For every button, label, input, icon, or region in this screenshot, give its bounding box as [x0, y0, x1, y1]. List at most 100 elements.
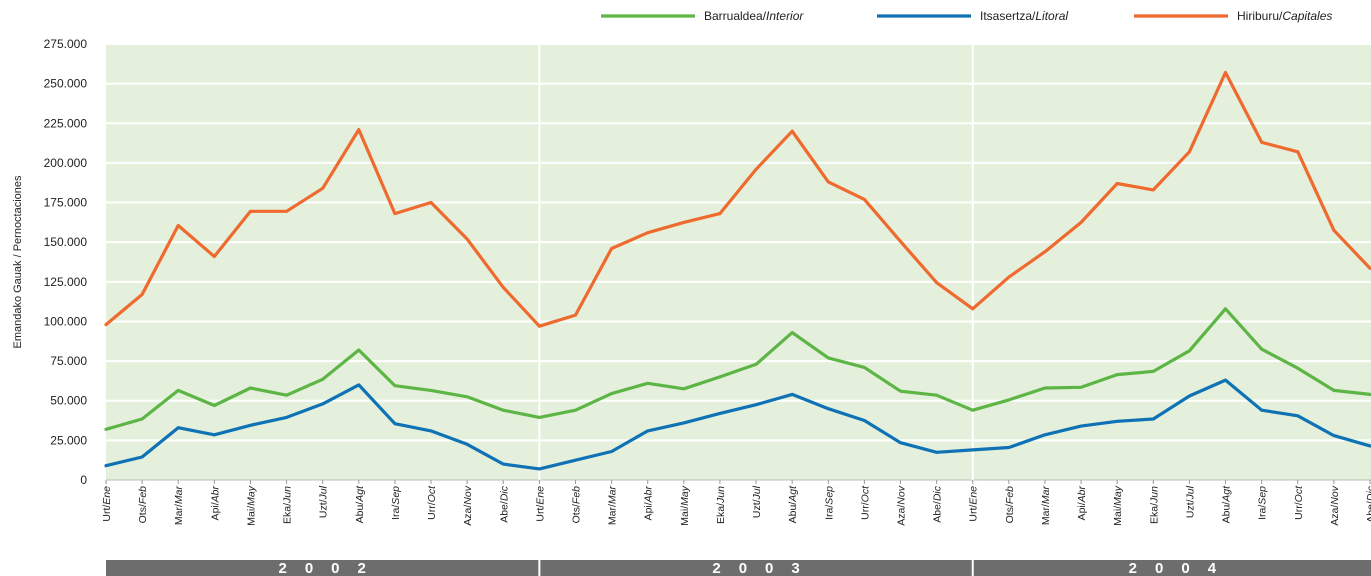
data-point — [1151, 417, 1155, 421]
x-tick-label: Ira/Sep — [823, 486, 835, 520]
x-tick-label: Uzt/Jul — [318, 485, 330, 518]
data-point — [1188, 150, 1191, 154]
data-point — [1043, 433, 1047, 437]
data-point — [249, 386, 252, 390]
year-bands: 2002 2003 2004 — [106, 560, 1371, 576]
data-point — [935, 393, 939, 397]
x-tick-label: Aza/Nov — [896, 485, 908, 525]
data-point — [1115, 419, 1119, 423]
data-point — [465, 442, 469, 446]
legend-label: Hiriburu/Capitales — [1237, 9, 1332, 23]
y-tick-label: 200.000 — [44, 156, 88, 170]
data-point — [826, 356, 830, 360]
x-tick-label: Mar/Mar — [1040, 486, 1052, 526]
y-axis-label: Emandako Gauak / Pernoctaciones — [12, 175, 24, 349]
data-point — [104, 323, 108, 327]
x-tick-label: Mai/May — [679, 485, 691, 525]
data-point — [1007, 446, 1011, 449]
x-tick-label: Ots/Feb — [571, 486, 583, 524]
data-point — [357, 383, 361, 387]
gridlines — [106, 43, 1371, 481]
data-point — [682, 220, 686, 224]
data-point — [826, 180, 830, 184]
x-tick-label: Abe/Dic — [932, 485, 944, 523]
data-point — [971, 307, 975, 311]
data-point — [1043, 386, 1047, 390]
data-point — [321, 402, 325, 406]
data-point — [140, 417, 144, 421]
data-point — [393, 422, 397, 426]
data-point — [1368, 266, 1371, 270]
data-point — [212, 433, 216, 437]
data-point — [1224, 307, 1227, 311]
data-point — [790, 331, 794, 334]
data-point — [537, 467, 541, 471]
x-tick-label: Api/Abr — [643, 486, 655, 521]
data-point — [321, 377, 325, 381]
data-point — [501, 462, 505, 466]
data-point — [212, 255, 216, 258]
x-tick-label: Eka/Jun — [715, 486, 727, 524]
data-point — [1368, 444, 1371, 448]
data-point — [863, 366, 866, 369]
y-tick-label: 100.000 — [44, 314, 88, 328]
data-point — [176, 426, 180, 430]
data-point — [574, 313, 577, 317]
data-point — [1007, 275, 1011, 279]
x-tick-label: Urr/Oct — [426, 485, 438, 520]
x-tick-label: Ira/Sep — [1257, 486, 1269, 520]
legend-label: Itsasertza/Litoral — [980, 9, 1068, 23]
y-tick-label: 175.000 — [44, 196, 88, 210]
data-point — [610, 392, 613, 395]
data-point — [1332, 228, 1336, 232]
data-point — [1332, 389, 1336, 392]
data-point — [537, 324, 541, 328]
data-point — [1188, 349, 1191, 353]
year-label: 2002 — [278, 560, 383, 576]
data-point — [140, 293, 144, 296]
x-tick-label: Urr/Oct — [1293, 485, 1305, 520]
x-tick-label: Uzt/Jul — [1184, 485, 1196, 518]
y-tick-label: 0 — [80, 473, 87, 487]
data-point — [718, 212, 722, 216]
data-point — [501, 285, 505, 289]
data-point — [754, 403, 758, 407]
series-line — [104, 307, 1371, 431]
x-tick-label: Abu/Agt — [1221, 485, 1233, 523]
year-band — [540, 560, 972, 576]
data-point — [935, 450, 939, 454]
data-point — [249, 423, 252, 427]
data-point — [899, 239, 902, 243]
data-point — [104, 427, 108, 431]
data-point — [357, 128, 361, 132]
data-point — [574, 458, 577, 462]
data-point — [393, 212, 397, 216]
y-tick-label: 50.000 — [50, 394, 87, 408]
data-point — [140, 455, 144, 459]
y-tick-label: 250.000 — [44, 77, 88, 91]
x-tick-label: Abu/Agt — [787, 485, 799, 523]
x-tick-label: Mar/Mar — [607, 486, 619, 526]
data-point — [501, 408, 505, 412]
y-tick-label: 150.000 — [44, 235, 88, 249]
data-point — [1007, 398, 1011, 402]
x-tick-label: Mar/Mar — [173, 486, 185, 526]
data-point — [646, 381, 650, 385]
x-tick-label: Uzt/Jul — [751, 485, 763, 518]
x-axis-ticks: Urt/Ene Ots/Feb Mar/Mar Api/Abr Mai/May Eka/J… — [101, 480, 1371, 526]
x-tick-label: Api/Abr — [1076, 486, 1088, 521]
data-point — [1332, 434, 1336, 438]
data-point — [610, 450, 613, 453]
y-tick-label: 75.000 — [50, 354, 87, 368]
x-tick-label: Api/Abr — [209, 486, 221, 521]
data-point — [646, 429, 650, 433]
data-point — [249, 209, 252, 213]
data-point — [826, 407, 830, 411]
x-tick-label: Mai/May — [246, 485, 258, 525]
data-point — [646, 231, 650, 235]
data-point — [212, 404, 216, 407]
x-tick-label: Abu/Agt — [354, 485, 366, 523]
year-band — [106, 560, 539, 576]
data-point — [899, 389, 902, 393]
